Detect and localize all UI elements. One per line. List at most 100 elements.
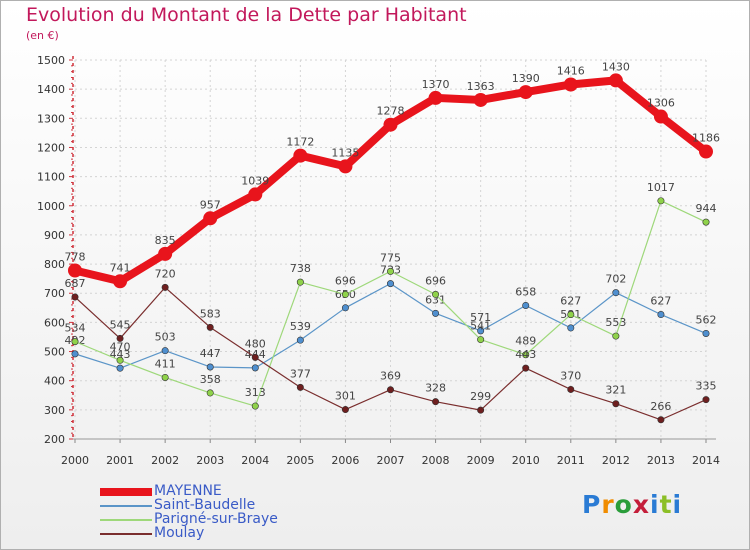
data-point <box>161 347 169 355</box>
legend-swatch <box>100 533 152 535</box>
y-tick-label: 1500 <box>37 54 65 67</box>
data-label: 571 <box>470 311 491 324</box>
data-label: 1370 <box>422 78 450 91</box>
data-point <box>432 309 440 317</box>
data-point <box>341 304 349 312</box>
data-label: 328 <box>425 382 446 395</box>
data-label: 1416 <box>557 64 585 77</box>
data-point <box>702 218 710 226</box>
axes: 200 300 400 500 600 700 800 900 1000 1100 1200 1300… <box>37 54 720 467</box>
data-label: 1017 <box>647 181 675 194</box>
data-label: 720 <box>155 267 176 280</box>
x-tick-label: 2013 <box>647 454 675 467</box>
data-point <box>71 338 79 346</box>
data-point <box>567 385 575 393</box>
data-point <box>477 336 485 344</box>
logo-letter: i <box>672 490 683 519</box>
data-point <box>161 373 169 381</box>
y-tick-label: 400 <box>44 375 65 388</box>
data-point <box>522 301 530 309</box>
data-label: 696 <box>425 274 446 287</box>
data-point <box>657 311 665 319</box>
data-point <box>338 159 353 174</box>
data-label: 1390 <box>512 72 540 85</box>
data-point <box>518 85 533 100</box>
data-point <box>612 400 620 408</box>
data-point <box>432 290 440 298</box>
data-label: 480 <box>245 337 266 350</box>
x-tick-label: 2006 <box>331 454 359 467</box>
data-point <box>386 280 394 288</box>
data-point <box>203 211 218 226</box>
data-point <box>608 73 623 88</box>
data-point <box>567 311 575 319</box>
y-tick-label: 1400 <box>37 83 65 96</box>
data-label: 944 <box>696 202 717 215</box>
data-label: 335 <box>696 380 717 393</box>
data-point <box>657 416 665 424</box>
y-tick-label: 500 <box>44 346 65 359</box>
data-label: 741 <box>110 261 131 274</box>
series-moulay: 687 545 720 583 480 377 301 369 328 299 443 370 321 2… <box>65 267 717 424</box>
data-label: 702 <box>605 273 626 286</box>
plot-area: 4924435034474445396507336315716585817026… <box>65 60 720 424</box>
data-label: 1363 <box>467 80 495 93</box>
data-label: 299 <box>470 390 491 403</box>
data-point <box>699 144 713 159</box>
data-label: 583 <box>200 307 221 320</box>
data-label: 687 <box>65 277 86 290</box>
data-label: 957 <box>200 198 221 211</box>
proxiti-logo: Proxiti <box>582 490 682 519</box>
data-point <box>386 267 394 275</box>
data-label: 411 <box>155 357 176 370</box>
data-point <box>522 351 530 359</box>
data-point <box>293 148 308 163</box>
data-point <box>473 92 488 107</box>
data-label: 301 <box>335 390 356 403</box>
data-label: 539 <box>290 320 311 333</box>
y-tick-label: 900 <box>44 229 65 242</box>
data-point <box>296 278 304 286</box>
data-label: 313 <box>245 386 266 399</box>
data-point <box>563 77 578 92</box>
logo-letter: r <box>601 490 615 519</box>
data-point <box>71 350 79 358</box>
data-label: 1306 <box>647 97 675 110</box>
series-parign-sur-braye: 534 470 411 358 313 738 696 775 696 541 489 627 553 1… <box>65 181 717 410</box>
data-label: 370 <box>560 369 581 382</box>
legend-label: MAYENNE <box>154 483 222 499</box>
data-label: 562 <box>696 313 717 326</box>
data-point <box>68 263 82 278</box>
chart-subtitle: (en €) <box>26 29 59 42</box>
data-label: 321 <box>605 384 626 397</box>
data-point <box>206 389 214 397</box>
logo-letter: o <box>614 490 633 519</box>
x-tick-label: 2003 <box>196 454 224 467</box>
data-point <box>386 386 394 394</box>
series-mayenne: 778 741 835 957 1039 1172 1135 1278 1370 1363 1390… <box>65 60 720 289</box>
y-tick-label: 300 <box>44 404 65 417</box>
data-label: 627 <box>650 295 671 308</box>
y-tick-label: 1300 <box>37 112 65 125</box>
logo-letter: t <box>659 490 673 519</box>
x-tick-label: 2009 <box>467 454 495 467</box>
data-label: 1039 <box>241 174 269 187</box>
x-tick-label: 2008 <box>422 454 450 467</box>
legend-item: MAYENNE <box>100 483 360 500</box>
x-tick-label: 2007 <box>377 454 405 467</box>
data-label: 1172 <box>286 136 314 149</box>
x-tick-label: 2005 <box>286 454 314 467</box>
data-point <box>296 383 304 391</box>
y-tick-label: 200 <box>44 433 65 446</box>
data-label: 738 <box>290 262 311 275</box>
x-tick-label: 2011 <box>557 454 585 467</box>
y-tick-label: 1200 <box>37 141 65 154</box>
data-point <box>432 398 440 406</box>
logo-letter: i <box>650 490 660 519</box>
data-label: 503 <box>155 331 176 344</box>
data-label: 778 <box>65 250 86 263</box>
chart-title: Evolution du Montant de la Dette par Hab… <box>26 4 467 26</box>
data-label: 658 <box>515 285 536 298</box>
data-label: 358 <box>200 373 221 386</box>
